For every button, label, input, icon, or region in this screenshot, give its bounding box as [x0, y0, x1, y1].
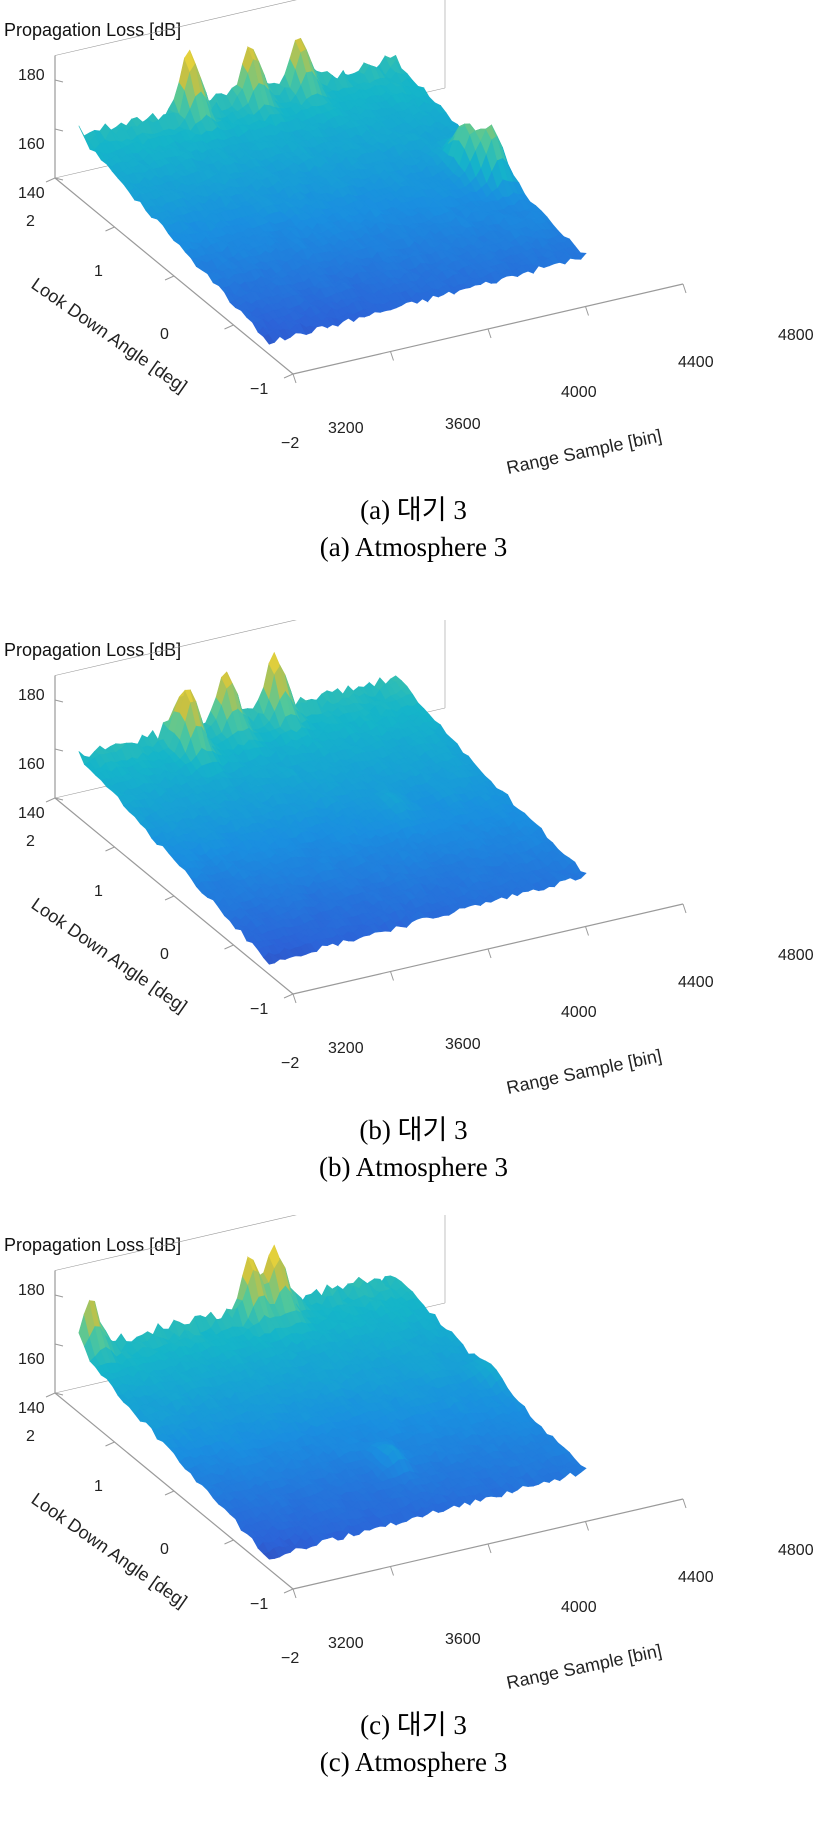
x-tick-mark [487, 1543, 492, 1554]
x-tick-label: 3200 [328, 420, 364, 437]
z-tick-mark [54, 128, 64, 132]
surface [78, 1244, 587, 1560]
z-axis-title: Propagation Loss [dB] [4, 640, 181, 660]
x-tick-mark [585, 926, 589, 936]
y-tick-mark [105, 1441, 115, 1447]
y-tick-mark [283, 993, 294, 999]
x-tick-label: 3600 [445, 416, 481, 433]
y-tick-mark [224, 944, 234, 950]
x-tick-label: 4000 [561, 384, 597, 401]
y-tick-mark [164, 1490, 175, 1496]
x-tick-mark [390, 1566, 394, 1576]
figure-caption-english: (b) Atmosphere 3 [319, 1152, 508, 1182]
z-tick-mark [54, 1343, 64, 1347]
y-tick-label: 2 [26, 213, 35, 230]
back-grid-line [54, 0, 297, 56]
x-tick-label: 3200 [328, 1040, 364, 1057]
y-tick-mark [224, 324, 234, 330]
z-tick-mark [54, 79, 64, 83]
surface-plot-c: Propagation Loss [dB] 180 160 140 2 1 0 … [0, 1215, 827, 1824]
z-axis-title: Propagation Loss [dB] [4, 1235, 181, 1255]
z-tick-label: 180 [18, 687, 45, 704]
z-tick-mark [54, 748, 64, 752]
figure-caption-english: (a) Atmosphere 3 [319, 532, 508, 562]
surface [78, 37, 587, 345]
y-tick-mark [45, 797, 56, 803]
x-tick-label: 4800 [778, 327, 814, 344]
y-tick-label: −2 [281, 1055, 299, 1072]
y-tick-label: 0 [160, 946, 169, 963]
z-tick-label: 140 [18, 185, 45, 202]
y-tick-label: −1 [250, 381, 268, 398]
x-tick-mark [292, 1588, 297, 1599]
y-tick-mark [105, 226, 115, 232]
x-axis-label: Range Sample [bin] [505, 1045, 664, 1097]
y-tick-mark [224, 1539, 234, 1545]
x-tick-label: 4400 [678, 354, 714, 371]
y-tick-mark [164, 275, 175, 281]
surface [78, 651, 587, 965]
x-tick-mark [292, 993, 297, 1004]
surface-plot-svg: Propagation Loss [dB] 180 160 140 2 1 0 … [4, 1215, 814, 1693]
y-tick-label: 1 [94, 883, 103, 900]
figure-caption-korean: (b) 대기 3 [359, 1115, 468, 1145]
surface-plot-a: Propagation Loss [dB] 180 160 140 2 1 0 … [0, 0, 827, 609]
y-tick-mark [45, 177, 56, 183]
x-tick-mark [390, 971, 394, 981]
y-tick-label: 2 [26, 833, 35, 850]
x-tick-label: 4800 [778, 947, 814, 964]
z-tick-mark [54, 177, 64, 181]
back-grid-line [54, 620, 297, 676]
x-axis-label: Range Sample [bin] [505, 425, 664, 477]
surface-plot-b: Propagation Loss [dB] 180 160 140 2 1 0 … [0, 620, 827, 1229]
x-tick-mark [487, 948, 492, 959]
x-tick-mark [585, 1521, 589, 1531]
y-tick-label: −2 [281, 435, 299, 452]
y-tick-mark [283, 373, 294, 379]
surface-patch [574, 871, 587, 879]
x-tick-mark [682, 903, 687, 914]
z-tick-label: 180 [18, 67, 45, 84]
z-tick-mark [54, 1392, 64, 1396]
z-tick-mark [54, 1294, 64, 1298]
surface-plot-svg: Propagation Loss [dB] 180 160 140 2 1 0 … [4, 0, 814, 478]
z-tick-label: 160 [18, 136, 45, 153]
y-tick-label: 0 [160, 326, 169, 343]
x-tick-mark [390, 351, 394, 361]
figure-caption-korean: (a) 대기 3 [360, 495, 467, 525]
y-tick-mark [45, 1392, 56, 1398]
x-tick-mark [682, 1498, 687, 1509]
y-tick-mark [283, 1588, 294, 1594]
surface-patch [574, 252, 587, 260]
x-tick-label: 3600 [445, 1036, 481, 1053]
x-tick-label: 4400 [678, 974, 714, 991]
y-tick-mark [105, 846, 115, 852]
z-tick-mark [54, 699, 64, 703]
x-tick-mark [585, 306, 589, 316]
surface-plot-svg: Propagation Loss [dB] 180 160 140 2 1 0 … [4, 620, 814, 1098]
x-tick-label: 4000 [561, 1004, 597, 1021]
z-tick-mark [54, 797, 64, 801]
y-tick-label: −1 [250, 1001, 268, 1018]
z-axis-title: Propagation Loss [dB] [4, 20, 181, 40]
z-tick-label: 160 [18, 756, 45, 773]
back-grid-line [54, 1215, 297, 1271]
y-tick-mark [164, 895, 175, 901]
x-tick-mark [682, 283, 687, 294]
z-tick-label: 140 [18, 805, 45, 822]
y-tick-label: 1 [94, 263, 103, 280]
x-tick-mark [292, 373, 297, 384]
x-tick-mark [487, 328, 492, 339]
